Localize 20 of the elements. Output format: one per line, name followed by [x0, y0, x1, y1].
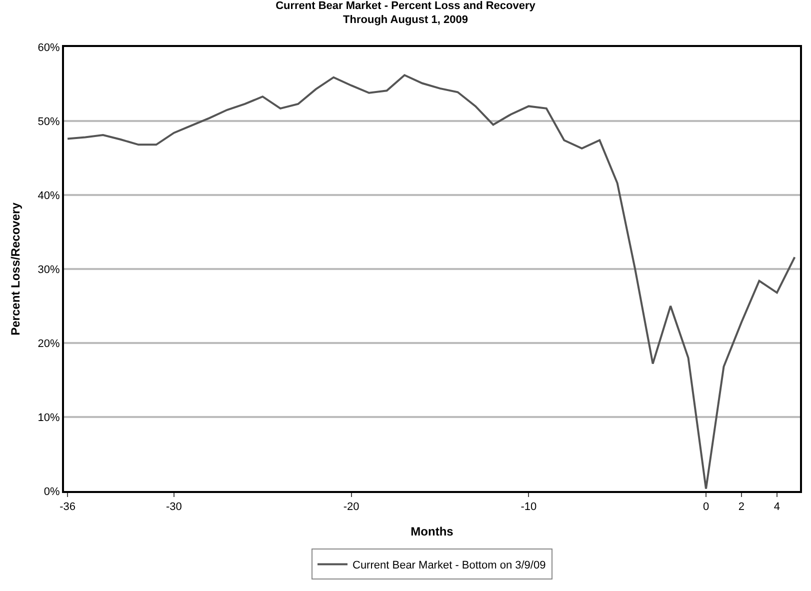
y-tick-label: 30%	[38, 264, 60, 276]
y-tick-label: 60%	[38, 42, 60, 54]
legend-label: Current Bear Market - Bottom on 3/9/09	[352, 560, 546, 572]
y-tick-label: 10%	[38, 412, 60, 424]
y-tick-label: 0%	[44, 486, 60, 498]
x-tick-label: 0	[702, 501, 710, 514]
chart-subtitle: Through August 1, 2009	[343, 14, 468, 26]
x-tick-label: -36	[60, 501, 76, 514]
y-tick-label: 20%	[38, 338, 60, 350]
x-tick-label: -20	[343, 501, 360, 514]
line-series	[66, 74, 796, 490]
chart-title: Current Bear Market - Percent Loss and Recovery	[276, 0, 536, 12]
y-tick-label: 40%	[38, 190, 60, 202]
x-tick-label: -30	[166, 501, 182, 514]
y-tick-label: 50%	[38, 116, 60, 128]
x-tick-label: 4	[774, 501, 780, 514]
x-tick-label: 2	[738, 501, 745, 514]
x-tick-label: -10	[520, 501, 537, 514]
x-axis-title: Months	[410, 524, 454, 539]
y-axis-title: Percent Loss/Recovery	[8, 202, 23, 336]
